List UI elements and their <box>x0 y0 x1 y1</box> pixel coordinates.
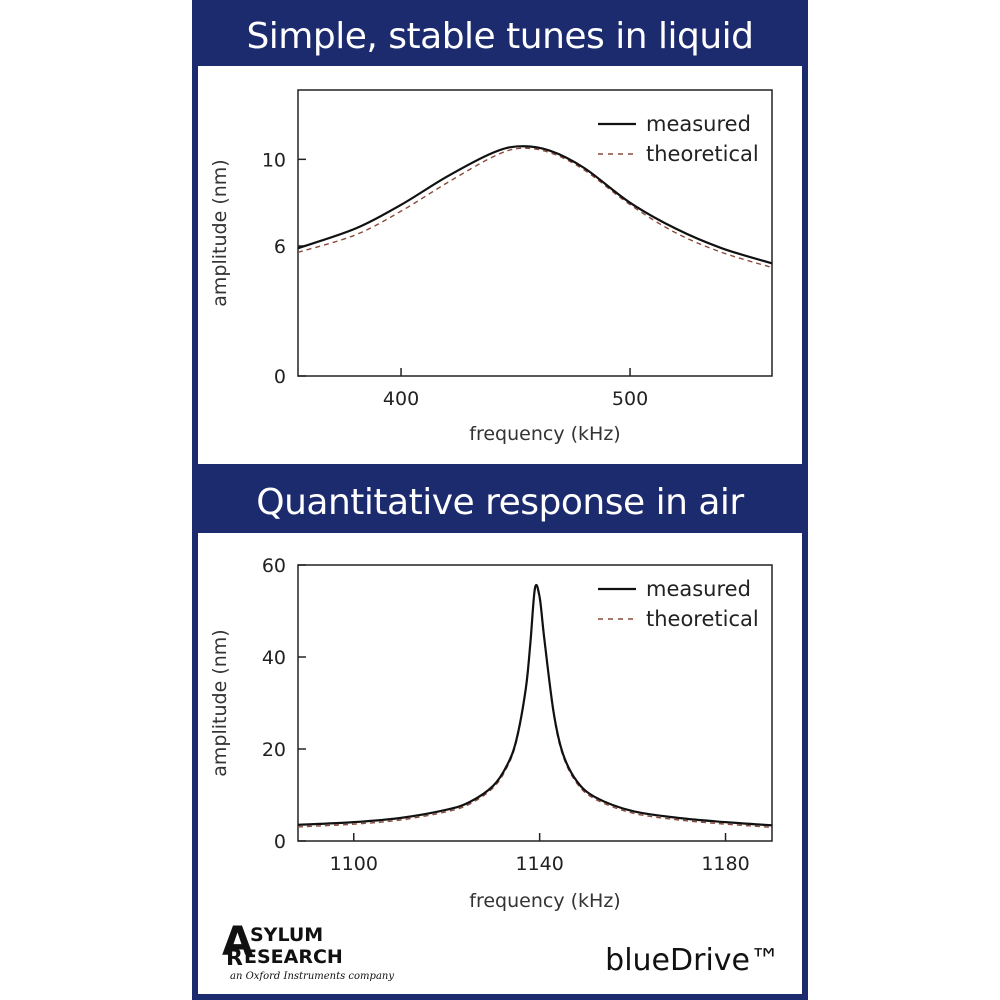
x-tick-label-2: 1180 <box>701 853 749 875</box>
x-tick-label-1: 500 <box>612 388 648 410</box>
y-tick-label-2: 40 <box>262 647 286 669</box>
liquid-chart-panel: 400 500 0 6 10 frequency (kHz) amplitude (nm) m… <box>198 66 802 464</box>
series-line-measured <box>298 583 772 827</box>
y-tick-label-0: 0 <box>274 366 286 388</box>
y-axis-label: amplitude (nm) <box>209 629 231 776</box>
liquid-chart: 400 500 0 6 10 frequency (kHz) amplitude (nm) m… <box>209 89 773 445</box>
y-axis-label: amplitude (nm) <box>209 159 231 306</box>
series-line-measured <box>298 145 772 265</box>
x-tick-label-0: 400 <box>383 388 419 410</box>
logo-word-sylum: SYLUM <box>250 924 323 946</box>
air-chart: 1100 1140 1180 0 20 40 60 frequency (kHz) amplit… <box>209 555 773 912</box>
legend-label-theoretical: theoretical <box>646 142 759 166</box>
poster-frame: Simple, stable tunes in liquid 400 500 0 6 1… <box>192 0 808 1000</box>
legend-label-theoretical: theoretical <box>646 607 759 631</box>
x-axis-label: frequency (kHz) <box>469 423 620 445</box>
x-tick-label-0: 1100 <box>330 853 378 875</box>
plot-frame <box>297 564 773 842</box>
y-tick-label-1: 6 <box>274 236 286 258</box>
y-tick-label-0: 0 <box>274 831 286 853</box>
plot-frame <box>297 89 773 377</box>
logo-tagline: an Oxford Instruments company <box>230 971 394 982</box>
y-tick-label-1: 20 <box>262 739 286 761</box>
x-tick-label-1: 1140 <box>515 853 563 875</box>
top-banner-title: Simple, stable tunes in liquid <box>246 16 754 57</box>
series-line-theoretical <box>298 147 772 269</box>
legend-label-measured: measured <box>646 577 751 601</box>
bottom-banner-title: Quantitative response in air <box>256 482 744 523</box>
x-axis-label: frequency (kHz) <box>469 890 620 912</box>
logo-letter-r: R <box>226 946 243 971</box>
asylum-research-logo: A SYLUM R ESEARCH an Oxford Instruments … <box>220 921 440 983</box>
y-tick-label-3: 60 <box>262 555 286 577</box>
y-tick-label-2: 10 <box>262 149 286 171</box>
legend-label-measured: measured <box>646 112 751 136</box>
logo-word-esearch: ESEARCH <box>244 946 343 968</box>
air-chart-panel: 1100 1140 1180 0 20 40 60 frequency (kHz) amplit… <box>198 533 802 994</box>
logo-letter-a: A <box>222 921 253 965</box>
logo-mark: A SYLUM R ESEARCH an Oxford Instruments … <box>222 921 394 982</box>
bluedrive-brand: blueDrive™ <box>605 943 780 978</box>
